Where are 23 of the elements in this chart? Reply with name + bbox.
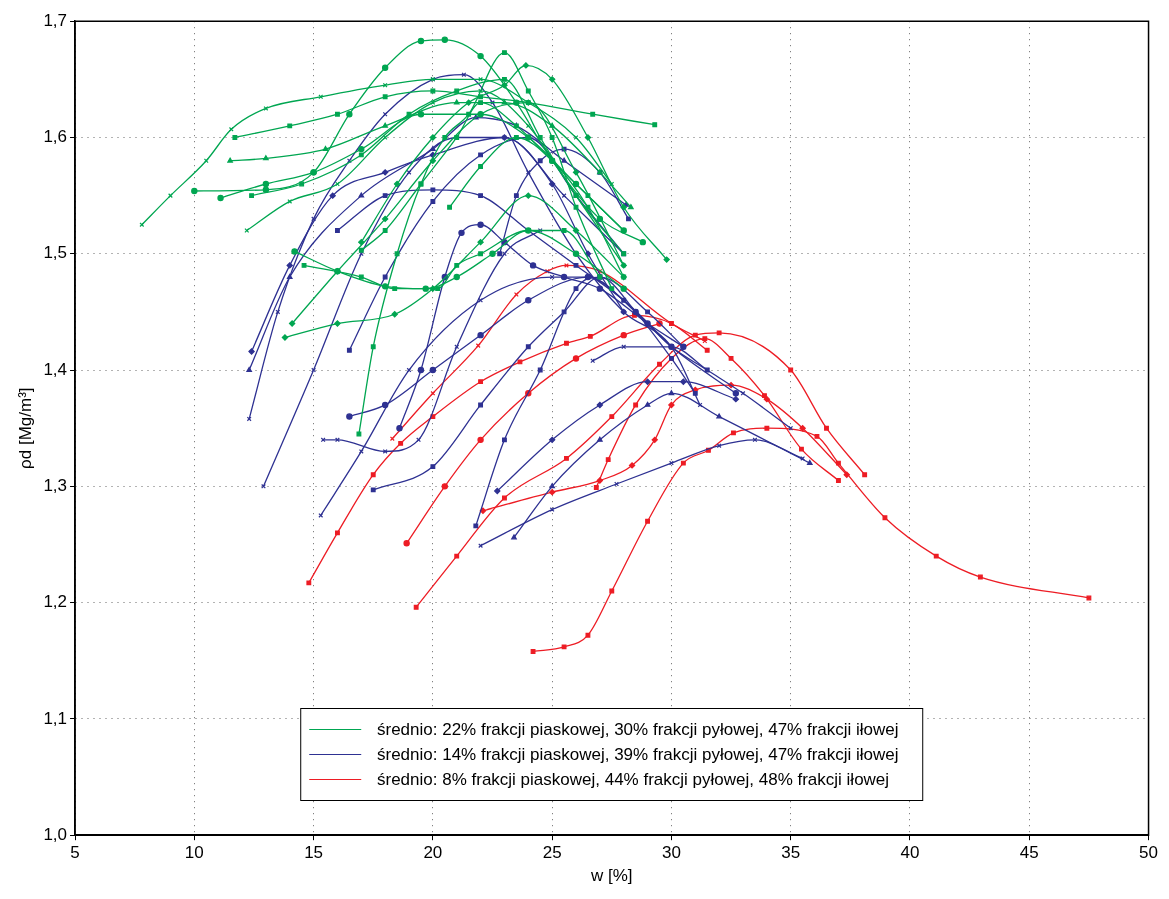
x-tick-label: 5: [70, 843, 80, 863]
legend-label: średnio: 8% frakcji piaskowej, 44% frakcji pyłowej, 48% frakcji iłowej: [377, 769, 890, 792]
y-tick-label: 1,2: [43, 592, 68, 612]
x-tick-label: 50: [1139, 843, 1159, 863]
y-tick-label: 1,4: [43, 359, 68, 379]
y-axis-title: ρd [Mg/m³]: [15, 387, 35, 469]
x-tick-label: 20: [423, 843, 443, 863]
x-tick-label: 35: [781, 843, 801, 863]
legend-label: średnio: 14% frakcji piaskowej, 39% frakcji pyłowej, 47% frakcji iłowej: [377, 744, 899, 767]
x-tick-label: 45: [1019, 843, 1039, 863]
y-tick-label: 1,5: [43, 243, 68, 263]
y-tick-label: 1,3: [43, 476, 68, 496]
x-axis-title: w [%]: [590, 866, 633, 886]
y-tick-label: 1,1: [43, 708, 68, 728]
x-tick-label: 15: [304, 843, 324, 863]
x-tick-label: 40: [900, 843, 920, 863]
x-tick-label: 10: [184, 843, 204, 863]
legend-label: średnio: 22% frakcji piaskowej, 30% frakcji pyłowej, 47% frakcji iłowej: [377, 719, 899, 742]
x-tick-label: 25: [542, 843, 562, 863]
y-tick-label: 1,0: [43, 824, 68, 844]
y-tick-label: 1,6: [43, 127, 68, 147]
y-tick-label: 1,7: [43, 10, 68, 30]
x-tick-label: 30: [661, 843, 681, 863]
